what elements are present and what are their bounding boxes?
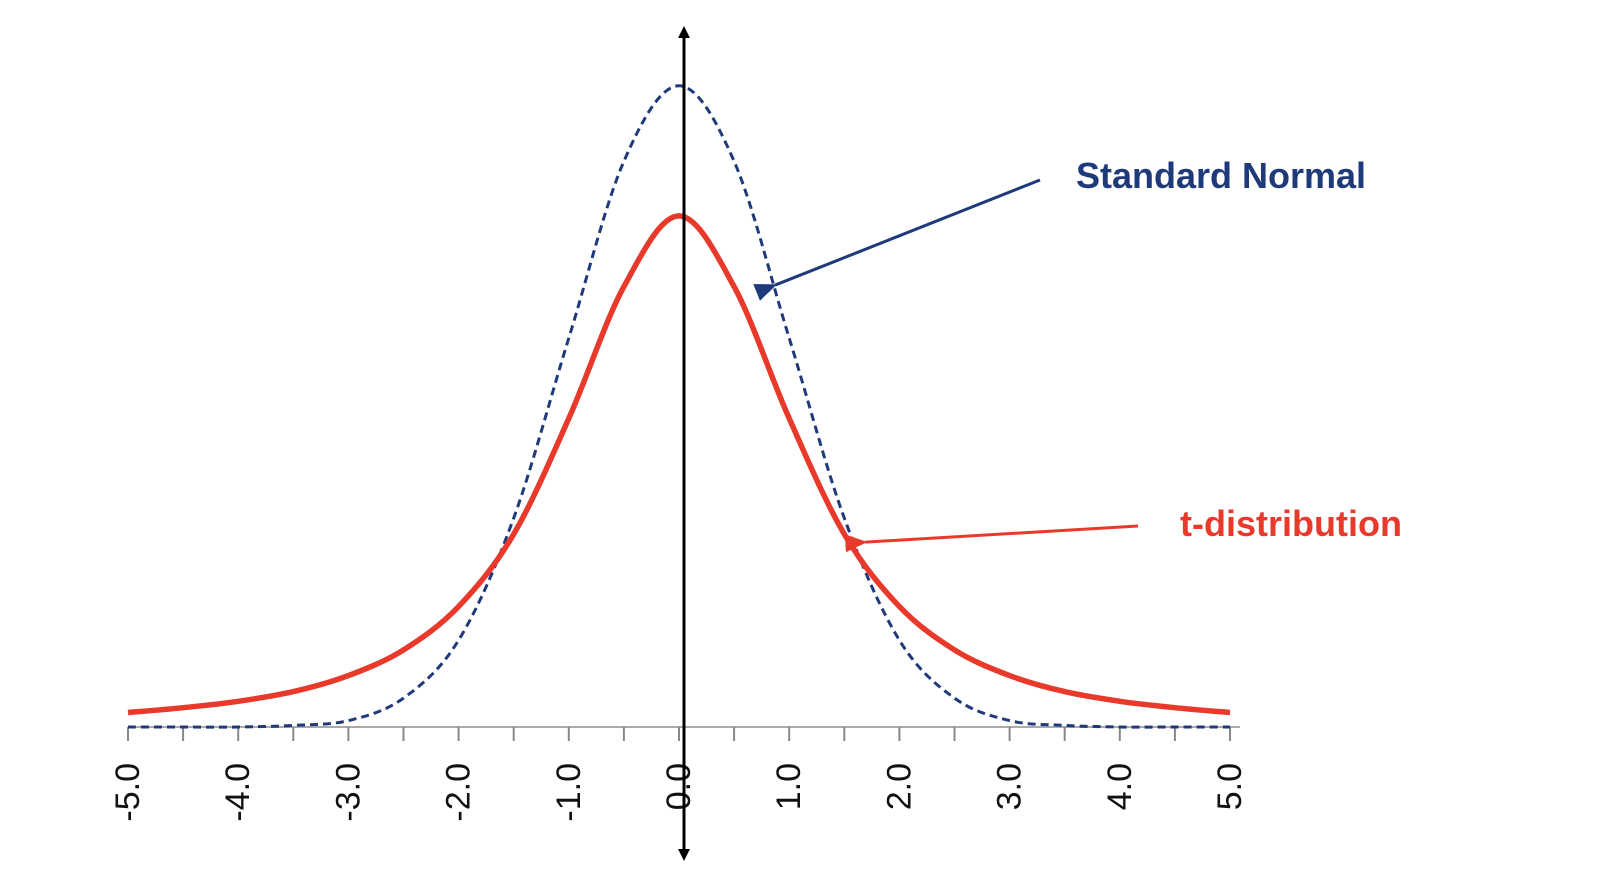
standard-normal-pointer-arrow [753,178,1041,301]
x-tick-label: -2.0 [440,763,478,822]
x-tick-label: 0.0 [660,763,698,810]
t-distribution-pointer-arrow [844,524,1139,553]
t-distribution-label: t-distribution [1180,503,1402,544]
x-tick-label: 3.0 [991,763,1029,810]
x-axis-ticks: -5.0 -4.0 -3.0 -2.0 -1.0 0.0 1.0 2.0 3.0 4.0 5.0 [109,727,1249,822]
standard-normal-label: Standard Normal [1076,155,1366,196]
x-tick-label: 5.0 [1211,763,1249,810]
x-tick-label: -4.0 [219,763,257,822]
x-tick-label: -5.0 [109,763,147,822]
t-distribution-curve [127,213,1231,716]
x-tick-label: 1.0 [770,763,808,810]
x-tick-label: 2.0 [880,763,918,810]
x-tick-label: -3.0 [329,763,367,822]
standard-normal-curve [127,84,1230,729]
x-tick-label: -1.0 [550,763,588,822]
x-tick-label: 4.0 [1101,763,1139,810]
